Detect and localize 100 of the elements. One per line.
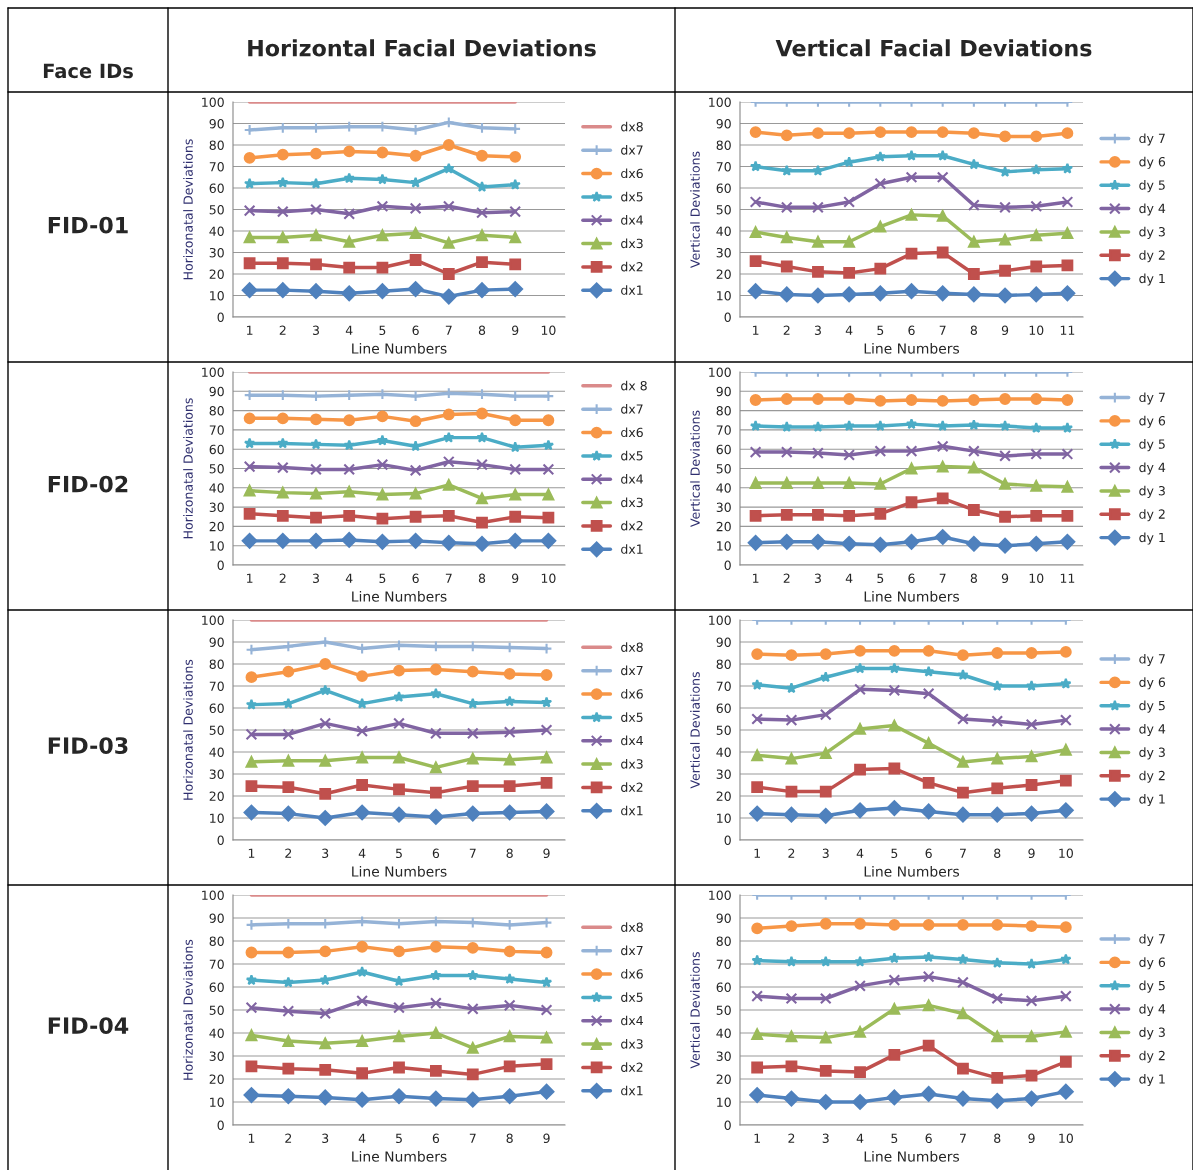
y-axis-title: Horizonatal Deviations — [183, 398, 193, 539]
legend-label: dy 7 — [1139, 133, 1165, 146]
legend-label: dy 4 — [1139, 462, 1166, 475]
legend-label: dx1 — [621, 805, 643, 816]
legend-label: dx5 — [621, 450, 643, 461]
y-tick-label: 50 — [209, 204, 224, 215]
legend-label: dy 2 — [1139, 770, 1165, 783]
x-tick-label: 1 — [752, 573, 759, 583]
x-tick-label: 11 — [1060, 573, 1075, 583]
y-tick-label: 40 — [716, 483, 731, 493]
text: dx8 — [621, 642, 643, 652]
x-tick-label: 5 — [395, 848, 402, 859]
y-tick-label: 0 — [217, 312, 224, 322]
x-tick-label: 2 — [279, 325, 286, 335]
legend-label: dx4 — [621, 215, 643, 225]
x-axis-title: Line Numbers — [864, 1150, 960, 1162]
y-tick-label: 30 — [716, 247, 731, 258]
y-tick-label: 100 — [202, 615, 224, 625]
x-tick-label: 7 — [939, 573, 946, 583]
x-tick-label: 9 — [543, 1133, 550, 1144]
y-tick-label: 60 — [716, 703, 731, 713]
legend-label: dy 1 — [1139, 1073, 1165, 1087]
x-tick-label: 2 — [783, 325, 790, 335]
y-tick-label: 50 — [716, 1005, 731, 1015]
legend-label: dy 4 — [1139, 723, 1166, 737]
legend-label: dx1 — [621, 285, 643, 295]
x-tick-label: 1 — [752, 325, 759, 335]
text: FID-04 — [48, 1017, 129, 1034]
x-tick-label: 2 — [788, 1133, 795, 1143]
y-tick-label: 100 — [709, 615, 731, 625]
y-tick-label: 10 — [717, 1097, 731, 1107]
legend-label: dx5 — [621, 191, 643, 202]
x-tick-label: 3 — [814, 573, 821, 584]
x-tick-label: 3 — [822, 1133, 829, 1144]
x-tick-label: 6 — [432, 848, 440, 859]
x-tick-label: 5 — [891, 848, 898, 859]
legend-label: dx1 — [621, 1085, 643, 1096]
y-tick-label: 100 — [202, 97, 224, 107]
y-tick-label: 40 — [716, 747, 731, 757]
legend-label: dx3 — [621, 238, 643, 249]
legend-label: dx8 — [621, 922, 643, 932]
y-tick-label: 10 — [717, 541, 731, 551]
legend-label: dx6 — [621, 968, 643, 979]
y-tick-label: 50 — [209, 725, 224, 735]
x-tick-label: 7 — [939, 325, 946, 335]
x-tick-label: 6 — [412, 325, 419, 336]
x-tick-label: 4 — [856, 1133, 864, 1143]
legend-label: dy 6 — [1139, 957, 1166, 970]
y-tick-label: 70 — [716, 681, 731, 691]
x-tick-label: 1 — [247, 325, 253, 335]
y-tick-label: 90 — [209, 913, 224, 923]
y-axis-title: Horizonatal Deviations — [183, 139, 193, 280]
x-tick-label: 9 — [1028, 848, 1035, 859]
y-tick-label: 0 — [724, 835, 731, 845]
x-tick-label: 6 — [925, 1133, 932, 1144]
y-tick-label: 90 — [716, 386, 731, 397]
x-tick-label: 10 — [1029, 325, 1044, 336]
x-tick-label: 7 — [960, 1133, 966, 1143]
y-tick-label: 90 — [209, 118, 224, 129]
y-tick-label: 90 — [209, 637, 224, 647]
y-tick-label: 50 — [716, 725, 731, 735]
y-tick-label: 40 — [209, 1028, 224, 1038]
x-tick-label: 8 — [506, 848, 513, 859]
x-tick-label: 2 — [285, 848, 292, 858]
x-axis-title: Line Numbers — [352, 590, 447, 602]
x-tick-label: 1 — [248, 848, 255, 858]
y-tick-label: 60 — [209, 444, 224, 455]
legend-label: dy 7 — [1139, 933, 1165, 947]
y-tick-label: 80 — [209, 659, 224, 669]
legend-label: dx7 — [621, 404, 643, 414]
legend-label: dy 5 — [1139, 180, 1165, 193]
x-tick-label: 1 — [754, 1133, 760, 1143]
x-tick-label: 10 — [1059, 848, 1073, 859]
x-tick-label: 10 — [1029, 573, 1044, 584]
legend-label: dy 5 — [1139, 439, 1165, 452]
x-tick-label: 6 — [432, 1133, 440, 1144]
legend-label: dx4 — [621, 1015, 643, 1026]
legend-label: dx6 — [621, 427, 643, 438]
y-tick-label: 0 — [217, 1120, 224, 1130]
y-tick-label: 10 — [210, 541, 224, 551]
y-tick-label: 60 — [209, 183, 224, 193]
y-tick-label: 30 — [209, 247, 224, 258]
y-tick-label: 50 — [716, 204, 731, 215]
x-tick-label: 7 — [469, 1133, 476, 1143]
legend-label: dy 3 — [1139, 1027, 1165, 1040]
x-tick-label: 8 — [994, 1133, 1001, 1144]
x-tick-label: 2 — [788, 848, 795, 858]
legend-label: dx7 — [621, 145, 643, 155]
legend-label: dx3 — [621, 497, 643, 508]
legend-label: dy 1 — [1139, 793, 1165, 807]
legend-label: dy 1 — [1139, 532, 1165, 545]
x-tick-label: 5 — [891, 1133, 898, 1144]
x-axis-title: Line Numbers — [864, 865, 960, 877]
y-tick-label: 10 — [210, 1097, 224, 1107]
x-tick-label: 5 — [395, 1133, 402, 1144]
y-axis-title: Horizonatal Deviations — [183, 939, 193, 1080]
legend-label: dy 2 — [1139, 1050, 1165, 1063]
x-axis-title: Line Numbers — [352, 1150, 447, 1162]
legend-label: dy 2 — [1139, 250, 1165, 263]
x-tick-label: 2 — [279, 573, 286, 583]
